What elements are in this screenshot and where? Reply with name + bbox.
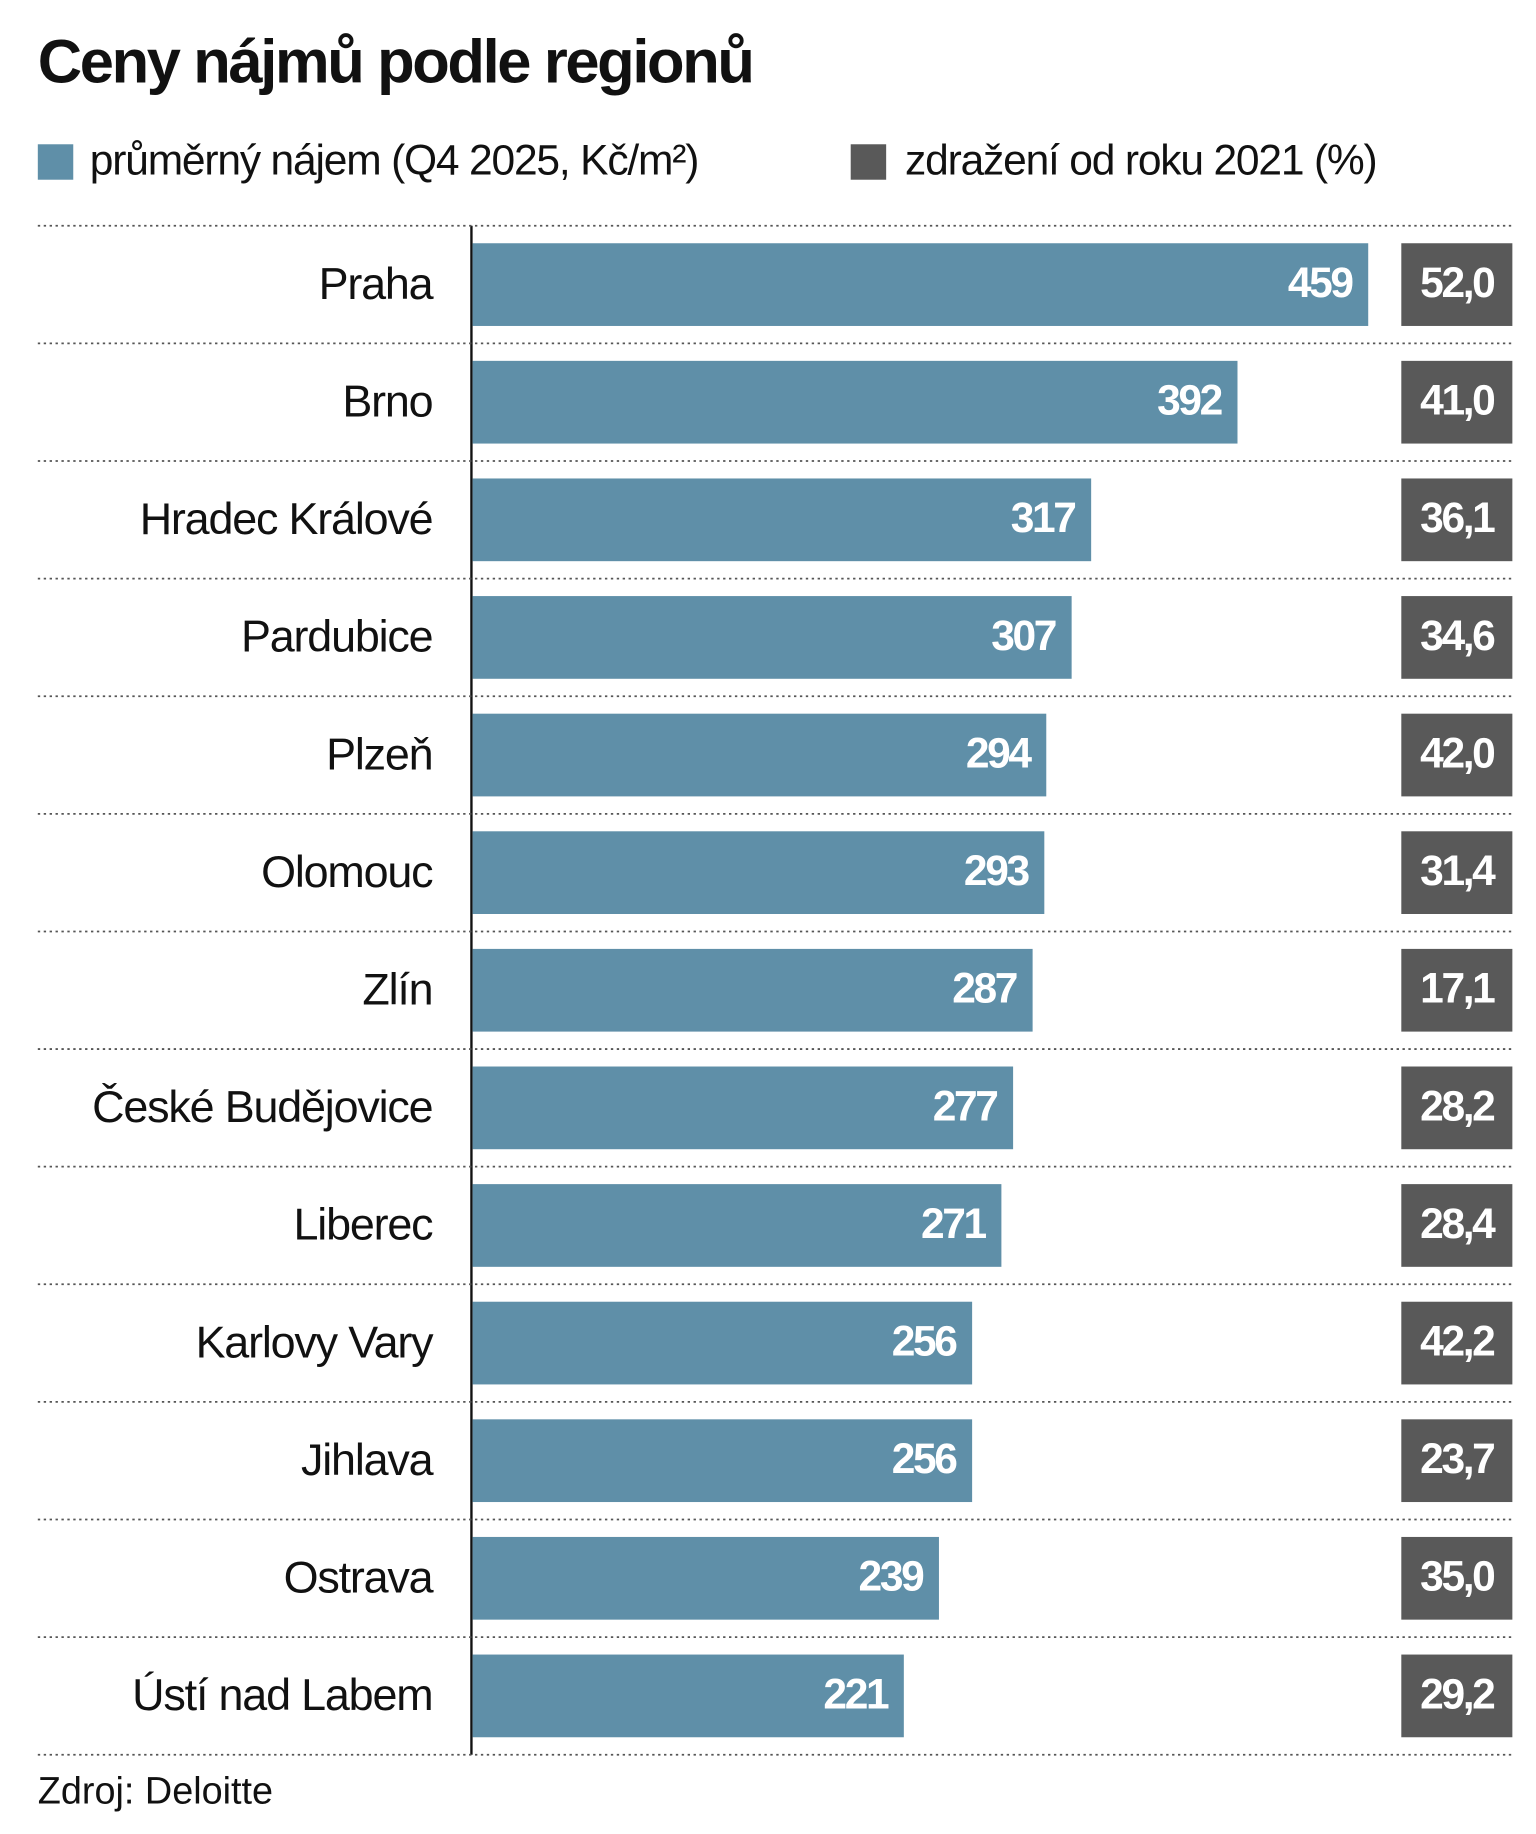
change-label: 41,0 xyxy=(1420,377,1494,425)
legend-swatch xyxy=(37,144,74,180)
category-label: Brno xyxy=(342,375,432,426)
value-label: 392 xyxy=(1157,377,1222,425)
value-label: 307 xyxy=(991,612,1056,660)
legend-label: průměrný nájem (Q4 2025, Kč/m²) xyxy=(90,136,698,184)
change-box xyxy=(1401,1066,1513,1150)
value-label: 277 xyxy=(933,1082,998,1130)
change-label: 17,1 xyxy=(1420,965,1495,1013)
bar xyxy=(472,1536,939,1620)
category-label: Olomouc xyxy=(261,846,433,897)
value-label: 256 xyxy=(892,1435,958,1483)
category-label: Plzeň xyxy=(326,728,432,779)
change-label: 52,0 xyxy=(1420,259,1494,307)
change-label: 42,2 xyxy=(1420,1317,1494,1365)
category-label: Jihlava xyxy=(301,1434,434,1485)
bar xyxy=(472,831,1045,915)
value-label: 459 xyxy=(1288,259,1354,307)
change-box xyxy=(1401,1184,1513,1267)
change-box xyxy=(1401,1654,1513,1738)
bar xyxy=(472,1184,1002,1267)
change-box xyxy=(1401,360,1513,444)
change-box xyxy=(1401,948,1513,1032)
category-label: Karlovy Vary xyxy=(196,1316,435,1367)
category-label: Hradec Králové xyxy=(140,493,433,544)
bar xyxy=(472,243,1369,326)
legend-label: zdražení od roku 2021 (%) xyxy=(905,136,1376,184)
chart-title: Ceny nájmů podle regionů xyxy=(38,28,753,97)
category-label: Ostrava xyxy=(284,1552,434,1603)
bar xyxy=(472,478,1092,562)
value-label: 221 xyxy=(823,1670,889,1718)
legend-swatch xyxy=(850,144,887,180)
value-label: 317 xyxy=(1011,494,1076,542)
bar xyxy=(472,1419,973,1503)
value-label: 239 xyxy=(859,1553,925,1601)
bar xyxy=(472,360,1238,444)
category-label: Zlín xyxy=(362,963,432,1014)
value-label: 256 xyxy=(892,1317,958,1365)
change-box xyxy=(1401,478,1513,562)
category-label: Liberec xyxy=(294,1199,434,1250)
change-label: 29,2 xyxy=(1420,1670,1494,1718)
change-box xyxy=(1401,243,1513,326)
change-label: 31,4 xyxy=(1420,847,1496,895)
category-label: Praha xyxy=(319,258,434,309)
source: Zdroj: Deloitte xyxy=(38,1771,273,1813)
change-box xyxy=(1401,1301,1513,1385)
change-label: 42,0 xyxy=(1420,729,1494,777)
change-label: 28,2 xyxy=(1420,1082,1494,1130)
category-label: Pardubice xyxy=(241,611,432,662)
value-label: 271 xyxy=(921,1200,987,1248)
value-label: 294 xyxy=(966,729,1033,777)
bar xyxy=(472,1654,904,1738)
bar xyxy=(472,948,1033,1032)
change-label: 35,0 xyxy=(1420,1553,1494,1601)
bar xyxy=(472,1066,1014,1150)
change-box xyxy=(1401,1419,1513,1503)
value-label: 293 xyxy=(964,847,1030,895)
category-label: Ústí nad Labem xyxy=(132,1669,432,1720)
change-box xyxy=(1401,596,1513,679)
change-box xyxy=(1401,713,1513,797)
change-label: 28,4 xyxy=(1420,1200,1496,1248)
change-label: 23,7 xyxy=(1420,1435,1494,1483)
change-label: 34,6 xyxy=(1420,612,1495,660)
change-box xyxy=(1401,831,1513,915)
category-label: České Budějovice xyxy=(92,1081,432,1132)
change-box xyxy=(1401,1536,1513,1620)
value-label: 287 xyxy=(952,965,1017,1013)
bar xyxy=(472,596,1072,679)
bar xyxy=(472,713,1047,797)
change-label: 36,1 xyxy=(1420,494,1495,542)
bar xyxy=(472,1301,973,1385)
